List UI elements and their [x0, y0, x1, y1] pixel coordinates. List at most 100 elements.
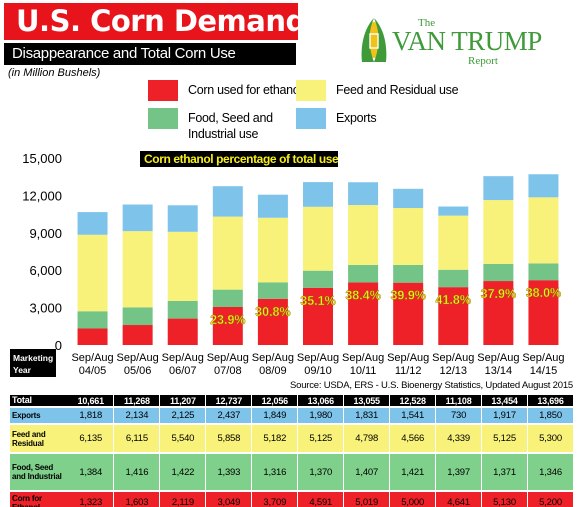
- y-tick-label: 15,000: [22, 151, 62, 166]
- table-cell: 1,371: [481, 452, 529, 491]
- table-cell: 5,200: [527, 490, 574, 507]
- table-cell: 12,737: [205, 395, 253, 407]
- table-cell: 4,591: [297, 490, 345, 507]
- table-cell: 6,115: [113, 423, 161, 453]
- table-cell: 5,858: [205, 423, 253, 453]
- bar-segment: [122, 231, 153, 308]
- logo-name-text: VAN TRUMP: [392, 26, 542, 56]
- bar-segment: [257, 282, 288, 299]
- bar-segment: [393, 264, 424, 283]
- table-cell: 1,603: [113, 490, 161, 507]
- bar-segment: [212, 186, 243, 217]
- table-cell: 2,125: [159, 406, 207, 424]
- y-tick-label: 3,000: [29, 301, 62, 316]
- table-cell: 1,346: [527, 452, 574, 491]
- bar-segment: [122, 204, 153, 232]
- table-cell: 13,696: [527, 395, 574, 407]
- ethanol-pct-label: 35.1%: [300, 294, 335, 308]
- ethanol-pct-label: 39.9%: [390, 289, 425, 303]
- x-tick-label: 08/09: [259, 365, 287, 377]
- bar-segment: [167, 231, 198, 301]
- ethanol-pct-label: 30.8%: [255, 305, 290, 319]
- table-cell: 1,849: [251, 406, 299, 424]
- bar-segment: [348, 264, 379, 283]
- table-cell: 1,407: [343, 452, 391, 491]
- bar-segment: [393, 188, 424, 209]
- bar-segment: [167, 205, 198, 232]
- table-row: Exports 1,818 2,134 2,125 2,437 1,849 1,980 1,8…: [10, 406, 574, 424]
- ethanol-pct-label: 23.9%: [210, 313, 245, 327]
- table-cell: 1,818: [68, 406, 115, 424]
- x-tick-label: Sep/Aug: [522, 352, 564, 364]
- row-header: Food, Seed and Industrial: [10, 452, 68, 491]
- bar-segment: [438, 287, 469, 345]
- bar-segment: [483, 281, 514, 345]
- table-cell: 11,207: [159, 395, 207, 407]
- table-cell: 2,134: [113, 406, 161, 424]
- source-note: Source: USDA, ERS - U.S. Bioenergy Stati…: [289, 380, 573, 391]
- table-cell: 4,798: [343, 423, 391, 453]
- x-tick-label: 12/13: [440, 365, 468, 377]
- stacked-bar-chart: 03,0006,0009,00012,00015,000Sep/Aug04/05…: [10, 151, 565, 377]
- legend-swatch-exports: [296, 108, 326, 129]
- bar-segment: [393, 208, 424, 265]
- table-cell: 1,831: [343, 406, 391, 424]
- bar-segment: [122, 325, 153, 345]
- table-cell: 1,393: [205, 452, 253, 491]
- bar-segment: [483, 200, 514, 264]
- legend-swatch-feed: [296, 80, 326, 101]
- table-cell: 1,422: [159, 452, 207, 491]
- x-tick-label: 05/06: [124, 365, 152, 377]
- table-cell: 1,980: [297, 406, 345, 424]
- bar-segment: [483, 263, 514, 282]
- legend-label: Food, Seed and Industrial use: [188, 111, 273, 141]
- y-tick-label: 9,000: [29, 226, 62, 241]
- table-cell: 13,066: [297, 395, 345, 407]
- bar-segment: [77, 212, 108, 235]
- x-tick-label: Sep/Aug: [387, 352, 429, 364]
- table-row: Food, Seed and Industrial 1,384 1,416 1,422…: [10, 452, 574, 491]
- legend-label: Feed and Residual use: [336, 83, 459, 97]
- x-tick-label: Sep/Aug: [342, 352, 384, 364]
- x-tick-label: 11/12: [395, 365, 422, 377]
- table-cell: 2,119: [159, 490, 207, 507]
- table-row: Total 10,661 11,268 11,207 12,737 12,056 13,06…: [10, 395, 574, 407]
- bar-segment: [167, 300, 198, 319]
- bar-segment: [303, 206, 333, 271]
- table-cell: 1,416: [113, 452, 161, 491]
- chart-title: U.S. Corn Demand: [16, 4, 306, 38]
- table-cell: 5,182: [251, 423, 299, 453]
- table-cell: 1,370: [297, 452, 345, 491]
- x-tick-label: Sep/Aug: [252, 352, 294, 364]
- table-cell: 1,384: [68, 452, 115, 491]
- bar-segment: [257, 298, 288, 345]
- table-cell: 13,055: [343, 395, 391, 407]
- bar-segment: [303, 287, 333, 345]
- table-cell: 11,268: [113, 395, 161, 407]
- x-tick-label: 04/05: [79, 365, 107, 377]
- table-cell: 3,049: [205, 490, 253, 507]
- chart-subtitle: Disappearance and Total Corn Use: [12, 45, 236, 62]
- bar-segment: [483, 176, 514, 201]
- bar-segment: [438, 206, 469, 216]
- row-header: Total: [10, 395, 68, 407]
- y-tick-label: 6,000: [29, 263, 62, 278]
- legend-swatch-ethanol: [148, 80, 178, 101]
- row-header: Corn for Ethanol: [10, 490, 68, 507]
- bar-segment: [212, 289, 243, 307]
- bar-segment: [77, 328, 108, 345]
- x-tick-label: 14/15: [530, 365, 558, 377]
- table-cell: 4,641: [435, 490, 483, 507]
- ethanol-pct-label: 41.8%: [436, 293, 471, 307]
- x-tick-label: 07/08: [214, 365, 242, 377]
- legend-item-exports: Exports: [296, 108, 456, 129]
- x-tick-label: Sep/Aug: [477, 352, 519, 364]
- bar-segment: [438, 269, 469, 288]
- bar-segment: [528, 174, 559, 198]
- y-tick-label: 0: [55, 338, 62, 353]
- subtitle-banner: Disappearance and Total Corn Use: [4, 43, 296, 65]
- ethanol-pct-label: 38.4%: [345, 288, 380, 302]
- title-banner: U.S. Corn Demand: [4, 3, 306, 40]
- chart-note: Corn ethanol percentage of total use: [144, 152, 339, 166]
- x-axis-label: Marketing: [13, 353, 53, 363]
